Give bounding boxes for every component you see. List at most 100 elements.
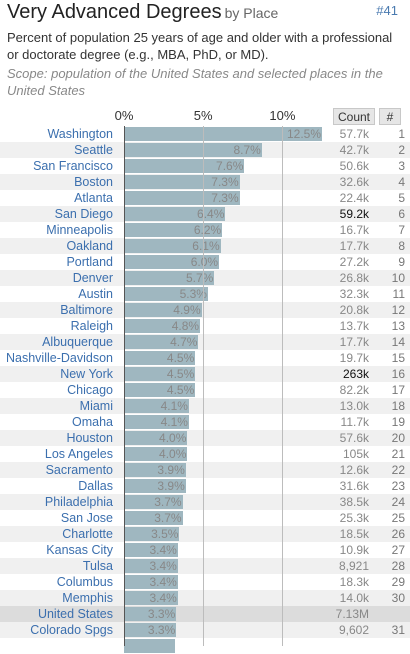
bar[interactable] <box>124 207 226 221</box>
place-link[interactable]: Albuquerque <box>42 335 113 349</box>
place-link[interactable]: Kansas City <box>46 543 113 557</box>
place-link[interactable]: Oakland <box>66 239 113 253</box>
count-cell: 19.7k <box>339 351 369 365</box>
place-link[interactable]: Austin <box>78 287 113 301</box>
rank-cell: 9 <box>398 255 405 269</box>
rank-cell: 6 <box>398 207 405 221</box>
place-link[interactable]: Atlanta <box>74 191 113 205</box>
count-cell: 263k <box>342 367 369 381</box>
bar[interactable] <box>124 255 220 269</box>
bar[interactable] <box>124 463 186 477</box>
bar[interactable] <box>124 191 240 205</box>
table-row: Colorado Spgs 3.3% 9,602 31 <box>0 622 410 638</box>
table-row: Columbus 3.4% 18.3k 29 <box>0 574 410 590</box>
bar[interactable] <box>124 383 196 397</box>
bar[interactable] <box>124 415 189 429</box>
place-link[interactable]: Boston <box>74 175 113 189</box>
bar[interactable] <box>124 287 208 301</box>
place-link[interactable]: Washington <box>47 127 113 141</box>
bar[interactable] <box>124 351 196 365</box>
bar-value-label: 6.0% <box>190 255 219 269</box>
bar[interactable] <box>124 159 245 173</box>
bar[interactable] <box>124 559 178 573</box>
place-link[interactable]: Sacramento <box>45 463 113 477</box>
place-link[interactable]: San Diego <box>54 207 113 221</box>
place-link[interactable]: Memphis <box>62 591 113 605</box>
place-link[interactable]: Denver <box>72 271 113 285</box>
bar[interactable] <box>124 223 223 237</box>
count-cell: 22.4k <box>339 191 369 205</box>
rank-badge[interactable]: #41 <box>376 3 398 18</box>
place-link[interactable]: Omaha <box>72 415 113 429</box>
bar[interactable] <box>124 335 199 349</box>
place-link[interactable]: Tulsa <box>82 559 113 573</box>
place-link[interactable]: Minneapolis <box>46 223 113 237</box>
place-link[interactable]: Houston <box>66 431 113 445</box>
bar[interactable] <box>124 639 175 653</box>
x-axis-ticks: 0% 5% 10% <box>0 108 410 124</box>
bar[interactable] <box>124 447 188 461</box>
place-link[interactable]: Charlotte <box>62 527 113 541</box>
rank-cell: 13 <box>391 319 405 333</box>
rank-cell: 15 <box>391 351 405 365</box>
place-link[interactable]: Miami <box>79 399 113 413</box>
x-tick-label: 10% <box>269 108 296 123</box>
bar[interactable] <box>124 271 215 285</box>
place-link[interactable]: Raleigh <box>70 319 113 333</box>
bar[interactable] <box>124 431 188 445</box>
count-cell: 13.0k <box>339 399 369 413</box>
count-cell: 17.7k <box>339 335 369 349</box>
rank-cell: 30 <box>391 591 405 605</box>
bar[interactable] <box>124 591 178 605</box>
bar[interactable] <box>124 527 180 541</box>
table-row: Portland 6.0% 27.2k 9 <box>0 254 410 270</box>
place-link[interactable]: Chicago <box>67 383 113 397</box>
place-link[interactable]: Portland <box>66 255 113 269</box>
bar[interactable] <box>124 175 240 189</box>
place-link[interactable]: New York <box>60 367 113 381</box>
count-column-header[interactable]: Count <box>333 108 375 125</box>
count-cell: 11.7k <box>340 415 369 429</box>
bar[interactable] <box>124 607 177 621</box>
bar-value-label: 7.3% <box>211 175 239 189</box>
place-link[interactable]: Dallas <box>78 479 113 493</box>
place-link[interactable]: Nashville-Davidson <box>6 351 113 365</box>
place-link[interactable]: Seattle <box>74 143 113 157</box>
count-cell: 9,602 <box>338 623 369 637</box>
bar-value-label: 6.4% <box>197 207 225 221</box>
rank-column-header[interactable]: # <box>379 108 401 125</box>
place-link[interactable]: Los Angeles <box>44 447 113 461</box>
bar[interactable] <box>124 303 202 317</box>
rank-cell: 26 <box>391 527 405 541</box>
bar[interactable] <box>124 127 322 141</box>
bar[interactable] <box>124 367 196 381</box>
bar[interactable] <box>124 319 201 333</box>
bar[interactable] <box>124 239 221 253</box>
place-link[interactable]: San Francisco <box>33 159 113 173</box>
table-row: Philadelphia 3.7% 38.5k 24 <box>0 494 410 510</box>
bar[interactable] <box>124 511 183 525</box>
bar-value-label: 3.7% <box>154 511 182 525</box>
table-row <box>0 638 410 654</box>
place-link[interactable]: Philadelphia <box>44 495 113 509</box>
rank-cell: 12 <box>391 303 405 317</box>
place-link[interactable]: Colorado Spgs <box>30 623 113 637</box>
bar[interactable] <box>124 495 183 509</box>
bar[interactable] <box>124 575 178 589</box>
place-link[interactable]: Columbus <box>56 575 113 589</box>
bar[interactable] <box>124 623 177 637</box>
table-row: San Diego 6.4% 59.2k 6 <box>0 206 410 222</box>
place-link[interactable]: United States <box>37 607 113 621</box>
bar[interactable] <box>124 543 178 557</box>
table-row: Raleigh 4.8% 13.7k 13 <box>0 318 410 334</box>
rank-cell: 31 <box>391 623 405 637</box>
bar[interactable] <box>124 479 186 493</box>
table-row: United States 3.3% 7.13M <box>0 606 410 622</box>
bar[interactable] <box>124 399 189 413</box>
count-cell: 42.7k <box>339 143 369 157</box>
rank-cell: 7 <box>398 223 405 237</box>
bar[interactable] <box>124 143 262 157</box>
place-link[interactable]: San Jose <box>60 511 113 525</box>
gridline <box>282 126 284 646</box>
place-link[interactable]: Baltimore <box>60 303 113 317</box>
